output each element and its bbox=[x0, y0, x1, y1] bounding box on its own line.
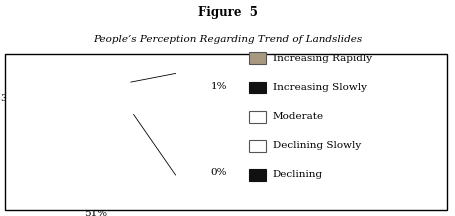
Text: 1%: 1% bbox=[128, 120, 145, 129]
Text: Increasing Rapidly: Increasing Rapidly bbox=[272, 54, 371, 63]
Text: People’s Perception Regarding Trend of Landslides: People’s Perception Regarding Trend of L… bbox=[93, 35, 362, 44]
Text: 1%: 1% bbox=[210, 82, 227, 91]
Text: Declining: Declining bbox=[272, 170, 322, 179]
Wedge shape bbox=[41, 65, 92, 125]
Text: Increasing Slowly: Increasing Slowly bbox=[272, 83, 366, 92]
Wedge shape bbox=[35, 99, 96, 192]
Wedge shape bbox=[92, 71, 96, 132]
Text: 51%: 51% bbox=[84, 209, 107, 216]
Text: Declining Slowly: Declining Slowly bbox=[272, 141, 360, 150]
Text: 0%: 0% bbox=[210, 168, 227, 177]
Text: Moderate: Moderate bbox=[272, 112, 323, 121]
Wedge shape bbox=[92, 71, 156, 192]
Text: Figure  5: Figure 5 bbox=[197, 6, 258, 19]
Text: 33%: 33% bbox=[1, 94, 24, 103]
Text: 15%: 15% bbox=[140, 84, 162, 93]
